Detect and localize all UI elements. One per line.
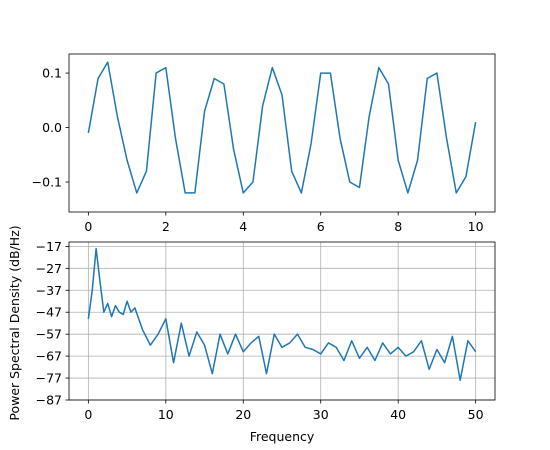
time-series-x-ticks: 0 2 4 6 8 10 — [84, 212, 484, 234]
time-series-axes-frame — [68, 53, 496, 213]
time-series-x-tick-label: 10 — [468, 219, 484, 234]
psd-y-tick-label: −27 — [36, 261, 62, 276]
psd-x-axis-label: Frequency — [250, 429, 315, 444]
time-series-plot: 0 2 4 6 8 10 0.1 0.0 −0.1 — [32, 53, 496, 234]
psd-plot: 0 10 20 30 40 50 −17 −27 −37 −47 −57 −67 −77 −87 Fre… — [7, 225, 496, 444]
psd-y-axis-label: Power Spectral Density (dB/Hz) — [7, 225, 22, 420]
psd-axes-frame — [68, 241, 496, 401]
psd-y-tick-label: −17 — [36, 239, 62, 254]
time-series-x-tick-label: 0 — [84, 219, 92, 234]
psd-y-tick-label: −57 — [36, 327, 62, 342]
psd-x-tick-label: 40 — [390, 407, 406, 422]
time-series-y-tick-label: 0.1 — [42, 66, 62, 81]
psd-line — [87, 247, 477, 381]
psd-x-tick-label: 0 — [84, 407, 92, 422]
time-series-line — [87, 61, 477, 194]
psd-y-tick-label: −47 — [36, 305, 62, 320]
time-series-y-tick-label: 0.0 — [42, 120, 62, 135]
psd-x-tick-label: 50 — [468, 407, 484, 422]
time-series-x-tick-label: 8 — [394, 219, 402, 234]
time-series-x-tick-label: 2 — [162, 219, 170, 234]
psd-x-tick-label: 10 — [158, 407, 174, 422]
psd-y-tick-label: −37 — [36, 283, 62, 298]
time-series-y-tick-label: −0.1 — [32, 175, 62, 190]
time-series-y-ticks: 0.1 0.0 −0.1 — [32, 66, 69, 190]
psd-y-tick-label: −87 — [36, 393, 62, 408]
psd-x-tick-label: 20 — [235, 407, 251, 422]
time-series-x-tick-label: 6 — [317, 219, 325, 234]
psd-x-tick-label: 30 — [313, 407, 329, 422]
time-series-x-tick-label: 4 — [239, 219, 247, 234]
psd-y-tick-label: −67 — [36, 349, 62, 364]
psd-x-ticks: 0 10 20 30 40 50 — [84, 400, 484, 422]
psd-y-tick-label: −77 — [36, 371, 62, 386]
psd-y-ticks: −17 −27 −37 −47 −57 −67 −77 −87 — [36, 239, 69, 408]
